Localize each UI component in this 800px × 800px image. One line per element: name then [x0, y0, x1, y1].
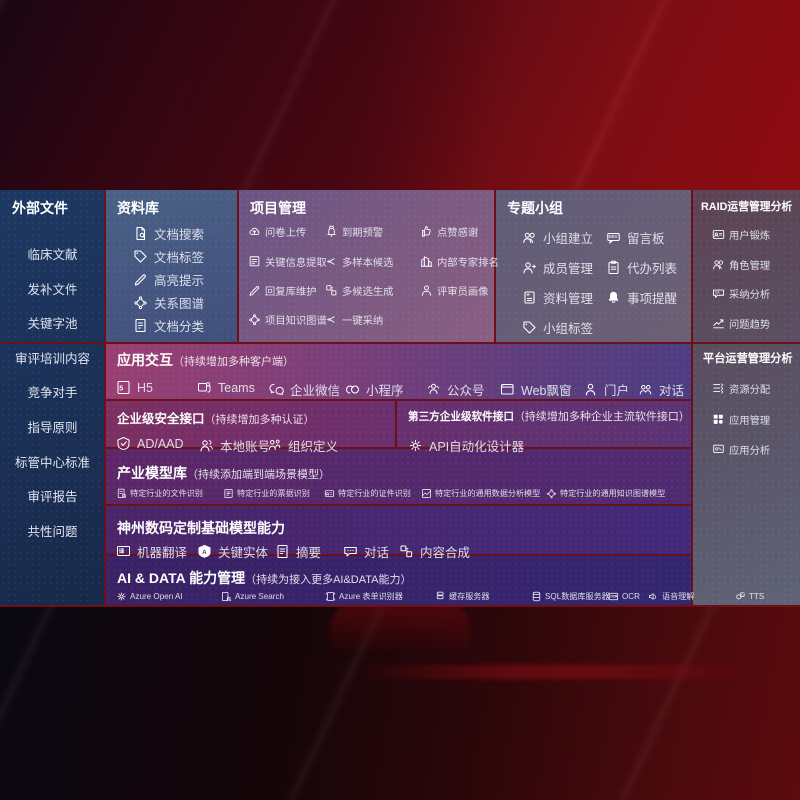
svg-text:5: 5	[119, 386, 123, 393]
svg-text:译: 译	[119, 547, 125, 555]
svg-text:BBS: BBS	[609, 234, 618, 239]
svg-text:A: A	[202, 550, 207, 556]
svg-text:QA: QA	[715, 291, 721, 295]
svg-text:OCR: OCR	[610, 595, 618, 599]
svg-text:A: A	[741, 594, 743, 597]
